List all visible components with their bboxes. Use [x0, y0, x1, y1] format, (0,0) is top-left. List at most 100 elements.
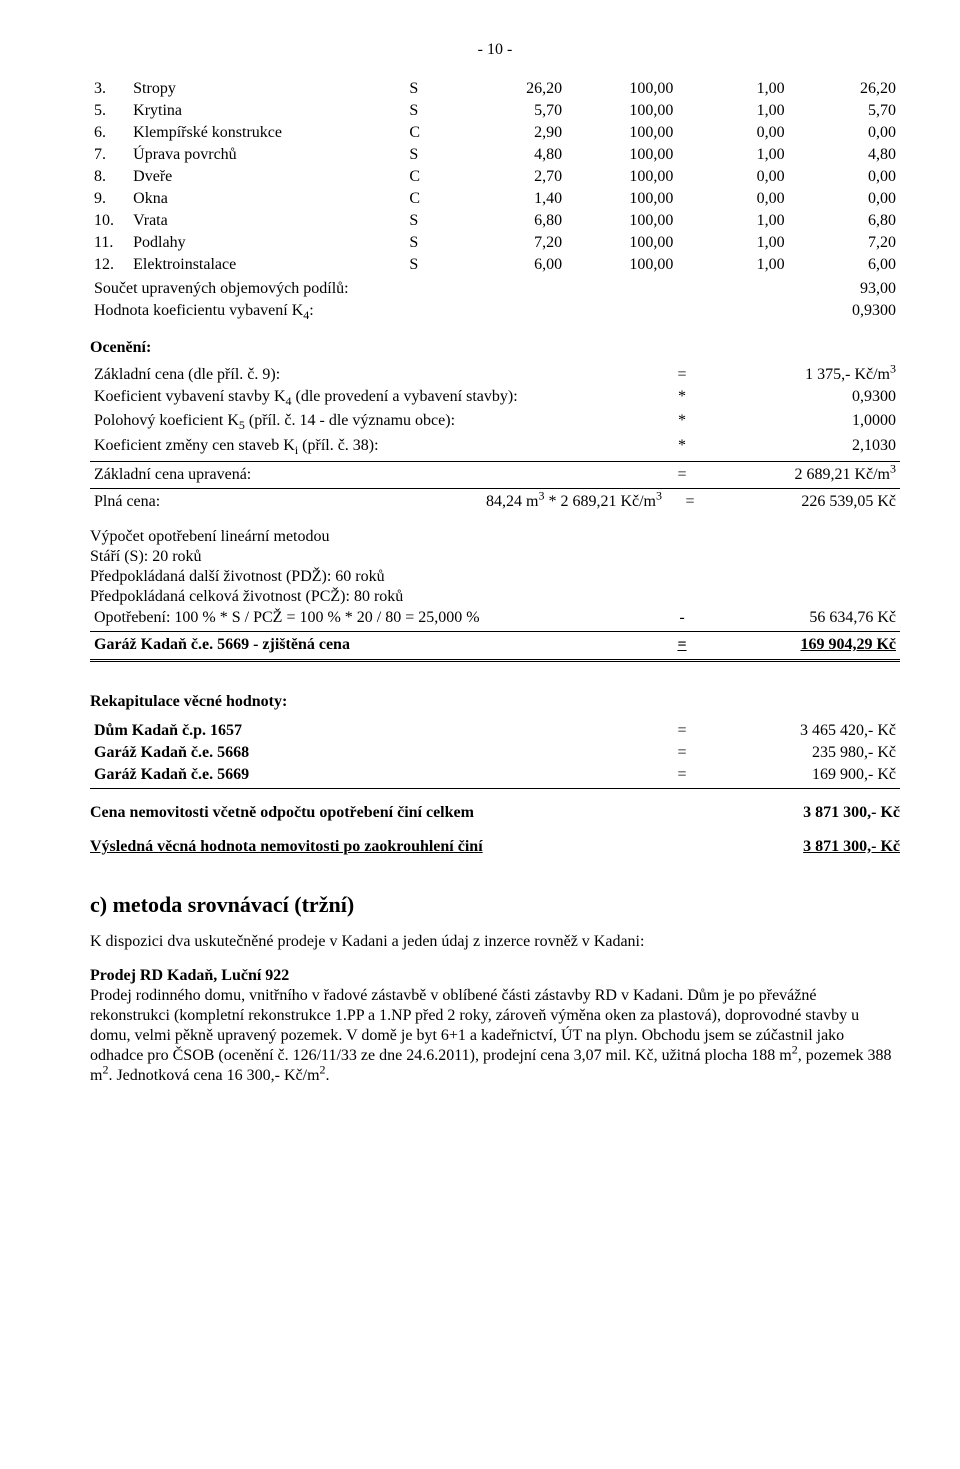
cell-c2: 100,00 [566, 210, 677, 232]
cell-type: S [405, 210, 454, 232]
cell-c2: 100,00 [566, 144, 677, 166]
coefficient-table: Základní cena (dle příl. č. 9):=1 375,- … [90, 364, 900, 459]
cell-idx: 10. [90, 210, 129, 232]
cell-type: S [405, 100, 454, 122]
rekap-table: Dům Kadaň č.p. 1657=3 465 420,- KčGaráž … [90, 720, 900, 786]
coef-label: Koeficient změny cen staveb Ki (příl. č.… [90, 435, 658, 459]
sum-value: 93,00 [706, 278, 900, 300]
k4-value: 0,9300 [706, 300, 900, 324]
divider [90, 788, 900, 789]
cell-c1: 2,90 [455, 122, 566, 144]
cell-c2: 100,00 [566, 188, 677, 210]
coef-val: 1,0000 [706, 410, 900, 434]
rekap-label: Garáž Kadaň č.e. 5669 [90, 764, 658, 786]
table-row: 12.ElektroinstalaceS6,00100,001,006,00 [90, 254, 900, 276]
divider [90, 488, 900, 489]
plna-val: 226 539,05 Kč [714, 491, 900, 513]
rekap-heading: Rekapitulace věcné hodnoty: [90, 692, 900, 712]
coef-op: * [658, 410, 706, 434]
cell-idx: 11. [90, 232, 129, 254]
rekap-val: 235 980,- Kč [706, 742, 900, 764]
cell-idx: 3. [90, 78, 129, 100]
table-row: 11.PodlahyS7,20100,001,007,20 [90, 232, 900, 254]
cell-c3: 0,00 [677, 166, 788, 188]
wear-line: Stáří (S): 20 roků [90, 547, 900, 567]
cell-type: C [405, 166, 454, 188]
section-c-heading: c) metoda srovnávací (tržní) [90, 891, 900, 919]
prodej-heading: Prodej RD Kadaň, Luční 922 [90, 967, 289, 984]
cell-c4: 7,20 [789, 232, 900, 254]
cell-c1: 1,40 [455, 188, 566, 210]
rekap-op: = [658, 764, 706, 786]
table-row: Základní cena (dle příl. č. 9):=1 375,- … [90, 364, 900, 386]
cell-c3: 0,00 [677, 188, 788, 210]
cell-type: S [405, 254, 454, 276]
cell-c2: 100,00 [566, 166, 677, 188]
cell-name: Úprava povrchů [129, 144, 405, 166]
table-row: 10.VrataS6,80100,001,006,80 [90, 210, 900, 232]
vysledna-label: Výsledná věcná hodnota nemovitosti po za… [90, 837, 483, 857]
cell-c3: 0,00 [677, 122, 788, 144]
cell-c3: 1,00 [677, 78, 788, 100]
cell-c1: 2,70 [455, 166, 566, 188]
cena-celkem-row: Cena nemovitosti včetně odpočtu opotřebe… [90, 803, 900, 823]
cell-type: S [405, 232, 454, 254]
coef-val: 2,1030 [706, 435, 900, 459]
cell-c3: 1,00 [677, 254, 788, 276]
divider [90, 461, 900, 462]
cell-c2: 100,00 [566, 254, 677, 276]
cell-name: Klempířské konstrukce [129, 122, 405, 144]
cell-name: Dveře [129, 166, 405, 188]
table-row: Polohový koeficient K5 (příl. č. 14 - dl… [90, 410, 900, 434]
cell-c4: 5,70 [789, 100, 900, 122]
cell-type: S [405, 78, 454, 100]
cell-type: S [405, 144, 454, 166]
oceneni-heading: Ocenění: [90, 338, 900, 358]
divider [90, 631, 900, 632]
cell-c4: 4,80 [789, 144, 900, 166]
wear-val: 56 634,76 Kč [706, 607, 900, 629]
cell-c4: 0,00 [789, 188, 900, 210]
coef-op: = [658, 364, 706, 386]
plna-label: Plná cena: [90, 491, 228, 513]
wear-calc-row: Opotřebení: 100 % * S / PCŽ = 100 % * 20… [90, 607, 900, 629]
page-number: - 10 - [90, 40, 900, 60]
wear-line: Předpokládaná celková životnost (PCŽ): 8… [90, 587, 900, 607]
cell-c1: 26,20 [455, 78, 566, 100]
zcu-op: = [658, 464, 706, 486]
section-c-intro: K dispozici dva uskutečněné prodeje v Ka… [90, 932, 900, 952]
coef-op: * [658, 435, 706, 459]
table-row: 5.KrytinaS5,70100,001,005,70 [90, 100, 900, 122]
cell-c1: 7,20 [455, 232, 566, 254]
cell-c4: 0,00 [789, 166, 900, 188]
summary-under-construction: Součet upravených objemových podílů: 93,… [90, 278, 900, 324]
cell-name: Stropy [129, 78, 405, 100]
rekap-label: Garáž Kadaň č.e. 5668 [90, 742, 658, 764]
coef-val: 0,9300 [706, 386, 900, 410]
table-row: 8.DveřeC2,70100,000,000,00 [90, 166, 900, 188]
table-row: 3.StropyS26,20100,001,0026,20 [90, 78, 900, 100]
cena-celkem-label: Cena nemovitosti včetně odpočtu opotřebe… [90, 803, 474, 823]
cell-c2: 100,00 [566, 232, 677, 254]
vysledna-val: 3 871 300,- Kč [803, 837, 900, 857]
cell-c1: 6,80 [455, 210, 566, 232]
double-divider [90, 659, 900, 662]
rekap-val: 169 900,- Kč [706, 764, 900, 786]
wear-line: Předpokládaná další životnost (PDŽ): 60 … [90, 567, 900, 587]
cell [658, 278, 706, 300]
cell-type: C [405, 122, 454, 144]
cell-c4: 6,00 [789, 254, 900, 276]
wear-l4: Opotřebení: 100 % * S / PCŽ = 100 % * 20… [90, 607, 658, 629]
cell-name: Okna [129, 188, 405, 210]
prodej-text: Prodej rodinného domu, vnitřního v řadov… [90, 987, 892, 1084]
table-row: Koeficient vybavení stavby K4 (dle prove… [90, 386, 900, 410]
wear-heading: Výpočet opotřebení lineární metodou [90, 527, 900, 547]
cell-idx: 7. [90, 144, 129, 166]
table-row: Garáž Kadaň č.e. 5668=235 980,- Kč [90, 742, 900, 764]
cell-c3: 1,00 [677, 232, 788, 254]
zcu-label: Základní cena upravená: [90, 464, 658, 486]
cell-c2: 100,00 [566, 100, 677, 122]
table-row: 6.Klempířské konstrukceC2,90100,000,000,… [90, 122, 900, 144]
cell-c1: 5,70 [455, 100, 566, 122]
cell-name: Podlahy [129, 232, 405, 254]
